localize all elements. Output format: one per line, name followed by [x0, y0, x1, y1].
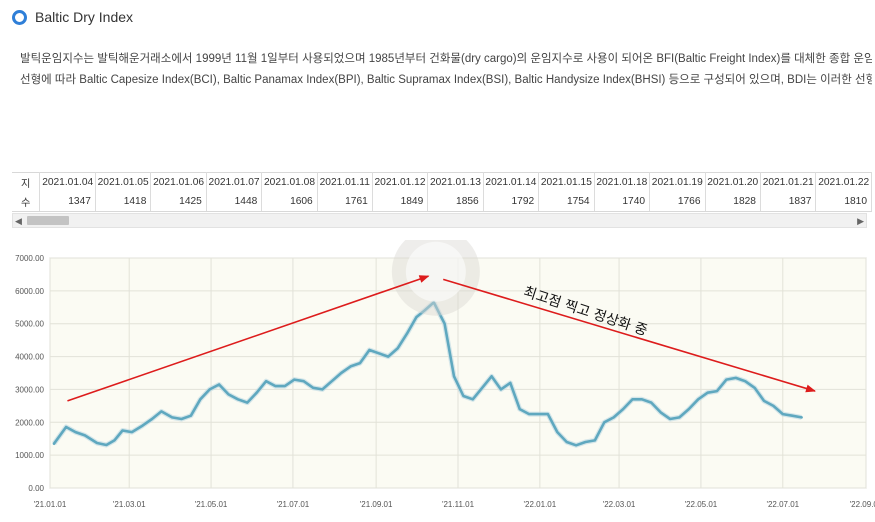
table-value-cell: 1448	[206, 192, 263, 212]
series-line	[52, 301, 803, 447]
table-date-cell: 2021.01.14	[483, 172, 540, 192]
table-date-cell: 2021.01.22	[815, 172, 872, 192]
table-date-cell: 2021.01.06	[150, 172, 207, 192]
table-value-cell: 1810	[815, 192, 872, 212]
horizontal-scrollbar[interactable]: ◀ ▶	[12, 213, 867, 228]
x-tick-label: '21.07.01	[277, 500, 310, 509]
y-tick-label: 5000.00	[15, 320, 44, 329]
scroll-left-icon[interactable]: ◀	[15, 216, 22, 226]
index-table-container: 지 2021.01.04 2021.01.05 2021.01.06 2021.01.…	[12, 172, 872, 229]
table-value-cell: 1761	[317, 192, 373, 212]
x-tick-label: '22.03.01	[603, 500, 636, 509]
x-tick-label: '22.05.01	[685, 500, 718, 509]
table-value-cell: 1792	[483, 192, 540, 212]
table-value-cell: 1606	[261, 192, 318, 212]
x-tick-label: '21.03.01	[113, 500, 146, 509]
x-tick-label: '21.01.01	[34, 500, 67, 509]
table-date-cell: 2021.01.18	[594, 172, 651, 192]
table-date-cell: 2021.01.20	[705, 172, 761, 192]
scroll-right-icon[interactable]: ▶	[857, 216, 864, 226]
x-tick-label: '21.09.01	[360, 500, 393, 509]
y-axis-ticks: 0.00 1000.00 2000.00 3000.00 4000.00 5000.00 6…	[15, 254, 44, 493]
table-value-label: 수	[12, 192, 41, 212]
table-value-cell: 1425	[150, 192, 207, 212]
table-header-label: 지	[12, 172, 41, 192]
scrollbar-thumb[interactable]	[27, 216, 69, 225]
table-value-cell: 1837	[760, 192, 817, 212]
x-tick-label: '22.07.01	[766, 500, 799, 509]
table-date-cell: 2021.01.13	[427, 172, 484, 192]
table-date-cell: 2021.01.15	[538, 172, 595, 192]
section-header: Baltic Dry Index	[12, 9, 133, 25]
bdi-line-chart: 0.00 1000.00 2000.00 3000.00 4000.00 5000.00 6…	[15, 240, 875, 509]
x-tick-label: '21.11.01	[442, 500, 475, 509]
x-tick-label: '22.01.01	[524, 500, 557, 509]
section-title: Baltic Dry Index	[35, 9, 134, 25]
falling-trend-arrow	[443, 278, 816, 393]
y-tick-label: 2000.00	[15, 418, 44, 427]
table-date-cell: 2021.01.07	[206, 172, 263, 192]
table-value-cell: 1856	[427, 192, 484, 212]
y-tick-label: 7000.00	[15, 254, 44, 263]
x-tick-label: '21.05.01	[195, 500, 228, 509]
table-value-cell: 1849	[372, 192, 429, 212]
y-tick-label: 6000.00	[15, 287, 44, 296]
table-date-cell: 2021.01.19	[649, 172, 706, 192]
table-row-dates: 지 2021.01.04 2021.01.05 2021.01.06 2021.01.…	[12, 172, 872, 192]
x-axis-ticks: '21.01.01 '21.03.01 '21.05.01 '21.07.01 '21.…	[34, 500, 875, 509]
y-tick-label: 3000.00	[15, 385, 44, 394]
table-row-values: 수 1347 1418 1425 1448 1606 1761 1849 1856 1792 17…	[12, 192, 872, 212]
description-paragraph-2: 선형에 따라 Baltic Capesize Index(BCI), Balti…	[20, 73, 872, 86]
table-value-cell: 1828	[705, 192, 761, 212]
table-date-cell: 2021.01.11	[317, 172, 373, 192]
table-date-cell: 2021.01.21	[760, 172, 817, 192]
y-tick-label: 0.00	[28, 484, 44, 493]
table-date-cell: 2021.01.05	[95, 172, 152, 192]
x-tick-label: '22.09.01	[850, 500, 875, 509]
index-table: 지 2021.01.04 2021.01.05 2021.01.06 2021.01.…	[12, 172, 872, 212]
table-value-cell: 1347	[39, 192, 96, 212]
plot-area: 최고점 찍고 정상화 중	[49, 240, 867, 489]
table-date-cell: 2021.01.12	[372, 172, 429, 192]
overlay-image-highlight	[405, 241, 466, 302]
table-value-cell: 1754	[538, 192, 595, 212]
table-value-cell: 1766	[649, 192, 706, 212]
y-tick-label: 1000.00	[15, 451, 44, 460]
rising-trend-arrow	[67, 275, 430, 402]
table-date-cell: 2021.01.08	[261, 172, 318, 192]
description: 발틱운임지수는 발틱해운거래소에서 1999년 11월 1일부터 사용되었으며 …	[12, 49, 872, 90]
y-tick-label: 4000.00	[15, 353, 44, 362]
table-value-cell: 1418	[95, 192, 152, 212]
bullet-ring-icon	[12, 9, 27, 25]
table-value-cell: 1740	[594, 192, 651, 212]
table-date-cell: 2021.01.04	[39, 172, 96, 192]
description-paragraph-1: 발틱운임지수는 발틱해운거래소에서 1999년 11월 1일부터 사용되었으며 …	[20, 53, 872, 65]
